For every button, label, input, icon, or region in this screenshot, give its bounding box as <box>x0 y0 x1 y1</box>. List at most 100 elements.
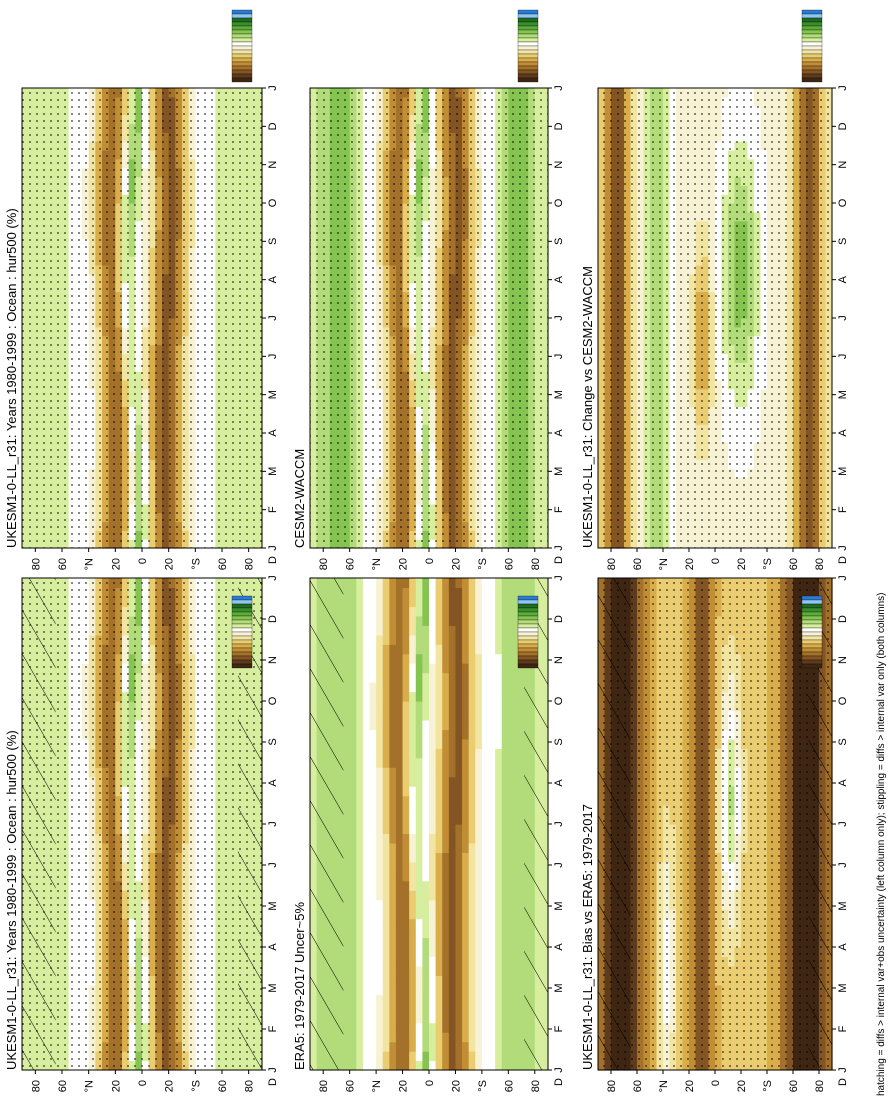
heatmap-cell <box>343 994 351 1005</box>
heatmap-cell <box>356 1041 364 1052</box>
heatmap-cell <box>376 776 384 787</box>
heatmap-cell <box>448 984 457 995</box>
heatmap-cell <box>514 937 523 948</box>
heatmap-cell <box>448 994 457 1005</box>
lat-tick-label: 0 <box>137 558 149 564</box>
heatmap-cell <box>429 975 437 986</box>
heatmap-cell <box>349 786 357 797</box>
heatmap-cell <box>435 1013 443 1024</box>
heatmap-cell <box>369 909 377 920</box>
heatmap-cell <box>508 842 516 853</box>
heatmap-cell <box>442 928 450 939</box>
heatmap-cell <box>429 918 437 929</box>
heatmap-cell <box>402 871 410 882</box>
heatmap-cell <box>369 899 377 910</box>
heatmap-cell <box>415 890 423 901</box>
heatmap-cell <box>475 824 483 835</box>
month-tick-label: A <box>267 779 279 787</box>
heatmap-cell <box>481 994 490 1005</box>
heatmap-cell <box>455 1060 463 1071</box>
heatmap-cell <box>349 1003 357 1014</box>
heatmap-cell <box>455 937 463 948</box>
heatmap-cell <box>455 1041 463 1052</box>
heatmap-cell <box>455 965 463 976</box>
heatmap-cell <box>382 975 390 986</box>
heatmap-cell <box>356 890 364 901</box>
heatmap-cell <box>468 984 476 995</box>
hatching-overlay <box>22 578 56 1070</box>
heatmap-cell <box>415 861 423 872</box>
heatmap-cell <box>448 937 457 948</box>
heatmap-cell <box>402 1051 410 1062</box>
heatmap-cell <box>501 909 509 920</box>
heatmap-cell <box>468 1013 476 1024</box>
heatmap-cell <box>462 909 470 920</box>
month-tick-label: M <box>267 467 279 476</box>
heatmap-cell <box>508 899 516 910</box>
heatmap-cell <box>356 871 364 882</box>
heatmap-cell <box>429 833 437 844</box>
heatmap-cell <box>409 776 417 787</box>
heatmap-cell <box>369 947 377 958</box>
heatmap-cell <box>429 852 437 863</box>
heatmap-cell <box>362 861 371 872</box>
heatmap-cell <box>495 1032 503 1043</box>
heatmap-cell <box>495 805 503 816</box>
heatmap-cell <box>395 909 404 920</box>
heatmap-cell <box>488 947 496 958</box>
heatmap-cell <box>409 965 417 976</box>
lat-tick-label: 20 <box>110 1080 122 1092</box>
heatmap-cell <box>488 795 496 806</box>
heatmap-cell <box>362 1022 371 1033</box>
heatmap-cell <box>409 1032 417 1043</box>
heatmap-cell <box>448 947 457 958</box>
heatmap-cell <box>501 947 509 958</box>
heatmap-cell <box>389 1003 397 1014</box>
heatmap-cell <box>349 928 357 939</box>
heatmap-cell <box>481 1003 490 1014</box>
month-tick-label: D <box>267 122 279 130</box>
heatmap-cell <box>376 833 384 844</box>
heatmap-cell <box>422 805 430 816</box>
heatmap-cell <box>429 984 437 995</box>
heatmap-cell <box>448 1051 457 1062</box>
heatmap-cell <box>514 1032 523 1043</box>
heatmap-cell <box>389 890 397 901</box>
heatmap-cell <box>514 842 523 853</box>
heatmap-cell <box>468 1032 476 1043</box>
heatmap-cell <box>369 880 377 891</box>
heatmap-cell <box>455 918 463 929</box>
lat-tick-label: 80 <box>244 558 256 570</box>
heatmap-cell <box>422 928 430 939</box>
heatmap-cell <box>501 928 509 939</box>
heatmap-cell <box>495 937 503 948</box>
heatmap-cell <box>382 795 390 806</box>
heatmap-cell <box>409 1013 417 1024</box>
heatmap-cell <box>409 1060 417 1071</box>
heatmap-cell <box>395 994 404 1005</box>
lat-tick-label: 60 <box>57 1080 69 1092</box>
heatmap-cell <box>415 937 423 948</box>
heatmap-cell <box>475 1013 483 1024</box>
heatmap-cell <box>501 776 509 787</box>
heatmap-cell <box>429 880 437 891</box>
heatmap-cell <box>343 1022 351 1033</box>
heatmap-cell <box>435 1003 443 1014</box>
heatmap-cell <box>343 842 351 853</box>
heatmap-cell <box>389 861 397 872</box>
heatmap-cell <box>395 1060 404 1071</box>
heatmap-cell <box>356 880 364 891</box>
heatmap-cell <box>349 852 357 863</box>
heatmap-cell <box>488 909 496 920</box>
heatmap-cell <box>475 842 483 853</box>
heatmap-cell <box>402 965 410 976</box>
heatmap-cell <box>462 1022 470 1033</box>
lat-tick-label: 20 <box>164 1080 176 1092</box>
heatmap-cell <box>349 767 357 778</box>
heatmap-cell <box>508 1003 516 1014</box>
heatmap-cell <box>448 1060 457 1071</box>
heatmap-cell <box>468 795 476 806</box>
heatmap-cell <box>442 1041 450 1052</box>
heatmap-cell <box>395 833 404 844</box>
heatmap-cell <box>382 899 390 910</box>
